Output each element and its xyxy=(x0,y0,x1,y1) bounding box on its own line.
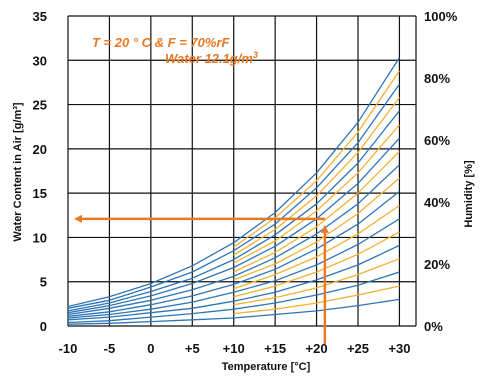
humidity-curve-65 xyxy=(233,151,400,273)
x-tick-label: +15 xyxy=(264,341,286,356)
x-axis-label: Temperature [°C] xyxy=(222,361,311,373)
y2-tick-label: 20% xyxy=(424,257,450,272)
humidity-curve-30 xyxy=(67,244,400,321)
humidity-curve-45 xyxy=(233,204,400,290)
x-axis-ticks: -10 -5 0 +5 +10 +15 +20 +25 +30 xyxy=(59,341,411,356)
humidity-curve-95 xyxy=(233,70,400,248)
x-tick-label: +25 xyxy=(347,341,369,356)
humidity-curve-60 xyxy=(67,164,400,316)
annotation-arrows xyxy=(74,214,329,344)
humidity-curve-40 xyxy=(67,218,400,319)
humidity-curve-85 xyxy=(233,97,400,256)
y-tick-label: 15 xyxy=(33,186,47,201)
humidity-curve-90 xyxy=(67,83,400,309)
x-tick-label: +10 xyxy=(223,341,245,356)
y-axis-ticks: 0 5 10 15 20 25 30 35 xyxy=(33,9,47,334)
x-tick-label: -10 xyxy=(59,341,78,356)
y2-axis-label: Humidity [%] xyxy=(463,160,475,228)
y-tick-label: 35 xyxy=(33,9,47,24)
x-tick-label: +20 xyxy=(306,341,328,356)
humidity-curve-15 xyxy=(233,285,400,315)
curve-series xyxy=(67,57,400,325)
y2-tick-label: 40% xyxy=(424,195,450,210)
annotation-line-1: T = 20 ° C & F = 70%rF xyxy=(92,35,230,50)
humidity-curve-35 xyxy=(233,231,400,298)
y-tick-label: 25 xyxy=(33,98,47,113)
y-tick-label: 10 xyxy=(33,230,47,245)
humidity-curve-25 xyxy=(233,258,400,306)
annotation-line-2-superscript: 3 xyxy=(253,50,258,60)
x-tick-label: -5 xyxy=(104,341,116,356)
y-tick-label: 30 xyxy=(33,53,47,68)
y-tick-label: 20 xyxy=(33,142,47,157)
humidity-curve-75 xyxy=(233,124,400,264)
humidity-curve-55 xyxy=(233,177,400,281)
y2-tick-label: 100% xyxy=(424,9,458,24)
humidity-curve-50 xyxy=(67,190,400,317)
humidity-curve-20 xyxy=(67,271,400,324)
x-tick-label: 0 xyxy=(147,341,154,356)
humidity-curve-70 xyxy=(67,137,400,314)
y-tick-label: 5 xyxy=(40,275,47,290)
humidity-curve-100 xyxy=(67,57,400,308)
annotation-line-2: Water 12.1g/m3 xyxy=(165,50,258,66)
x-tick-label: +5 xyxy=(185,341,200,356)
y-axis-label: Water Content in Air [g/m³] xyxy=(12,102,24,241)
y2-axis-ticks: 0% 20% 40% 60% 80% 100% xyxy=(424,9,458,334)
y2-tick-label: 0% xyxy=(424,319,443,334)
humidity-curve-80 xyxy=(67,110,400,312)
annotation-line-2-text: Water 12.1g/m xyxy=(165,51,253,66)
x-tick-label: +30 xyxy=(388,341,410,356)
humidity-curve-10 xyxy=(67,298,400,325)
y2-tick-label: 60% xyxy=(424,133,450,148)
y-tick-label: 0 xyxy=(40,319,47,334)
y2-tick-label: 80% xyxy=(424,71,450,86)
